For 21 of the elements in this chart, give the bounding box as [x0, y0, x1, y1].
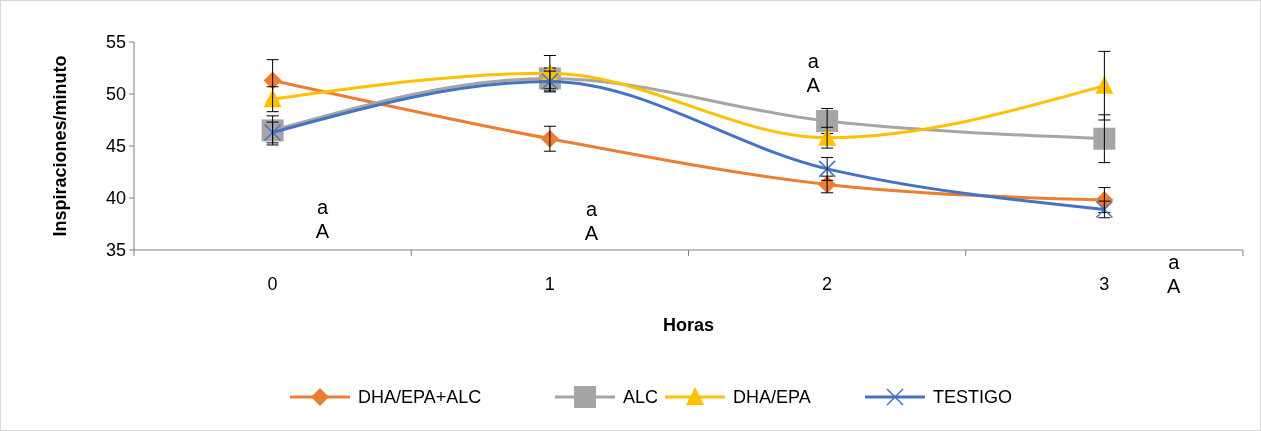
annotation: a A: [584, 197, 599, 244]
point: [1093, 127, 1116, 150]
y-axis-title: Inspiraciones/minuto: [50, 55, 70, 237]
x-tick-label: 1: [544, 274, 555, 294]
x-tick-label: 2: [822, 274, 833, 294]
legend-label: ALC: [623, 387, 659, 408]
x-axis-title: Horas: [662, 315, 715, 335]
y-tick-label: 40: [105, 188, 126, 209]
y-tick-label: 35: [105, 240, 126, 261]
y-tick-label: 50: [105, 84, 126, 105]
point: [818, 160, 836, 178]
x-tick-label: 0: [267, 274, 278, 294]
x-tick-label: 3: [1099, 274, 1110, 294]
annotation: a A: [806, 50, 821, 96]
legend-label: TESTIGO: [933, 387, 1013, 408]
legend-label: DHA/EPA+ALC: [358, 387, 482, 408]
y-tick-label: 55: [105, 32, 126, 53]
y-tick-label: 45: [105, 136, 126, 157]
legend-label: DHA/EPA: [733, 387, 811, 408]
text: a A: [1167, 250, 1182, 297]
annotation: a A: [315, 195, 330, 242]
